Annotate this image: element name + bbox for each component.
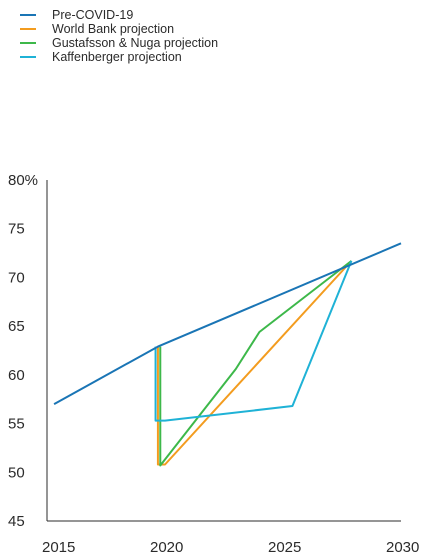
y-tick-label: 70: [8, 269, 25, 286]
x-tick-label: 2015: [42, 539, 75, 556]
series-line: [154, 260, 353, 422]
series-line: [53, 242, 402, 405]
chart-axes: [46, 180, 401, 522]
x-tick-label: 2020: [150, 539, 183, 556]
y-tick-label: 75: [8, 221, 25, 238]
legend-item: Pre-COVID-19: [20, 8, 218, 22]
legend-label: Gustafsson & Nuga projection: [52, 36, 219, 50]
y-tick-label: 55: [8, 416, 25, 433]
legend-swatch: [20, 42, 36, 44]
y-tick-label: 60: [8, 367, 25, 384]
legend-label: Kaffenberger projection: [52, 50, 182, 64]
y-tick-label: 45: [8, 513, 25, 530]
x-tick-label: 2025: [268, 539, 301, 556]
legend-label: Pre-COVID-19: [52, 8, 134, 22]
legend-swatch: [20, 14, 36, 16]
y-tick-label: 80%: [8, 172, 38, 189]
chart-legend: Pre-COVID-19 World Bank projection Gustafs…: [20, 8, 218, 64]
legend-item: Kaffenberger projection: [20, 50, 218, 64]
legend-swatch: [20, 28, 36, 30]
series-line: [159, 260, 353, 467]
y-axis-tick-labels: 80% 75 70 65 60 55 50 45: [8, 172, 38, 530]
x-axis-tick-labels: 2015 2020 2025 2030: [42, 539, 419, 556]
legend-swatch: [20, 56, 36, 58]
x-tick-label: 2030: [386, 539, 419, 556]
legend-item: Gustafsson & Nuga projection: [20, 36, 218, 50]
y-tick-label: 65: [8, 318, 25, 335]
series-line: [156, 260, 353, 466]
legend-item: World Bank projection: [20, 22, 218, 36]
series-layer: [53, 242, 402, 467]
y-tick-label: 50: [8, 464, 25, 481]
legend-label: World Bank projection: [52, 22, 175, 36]
